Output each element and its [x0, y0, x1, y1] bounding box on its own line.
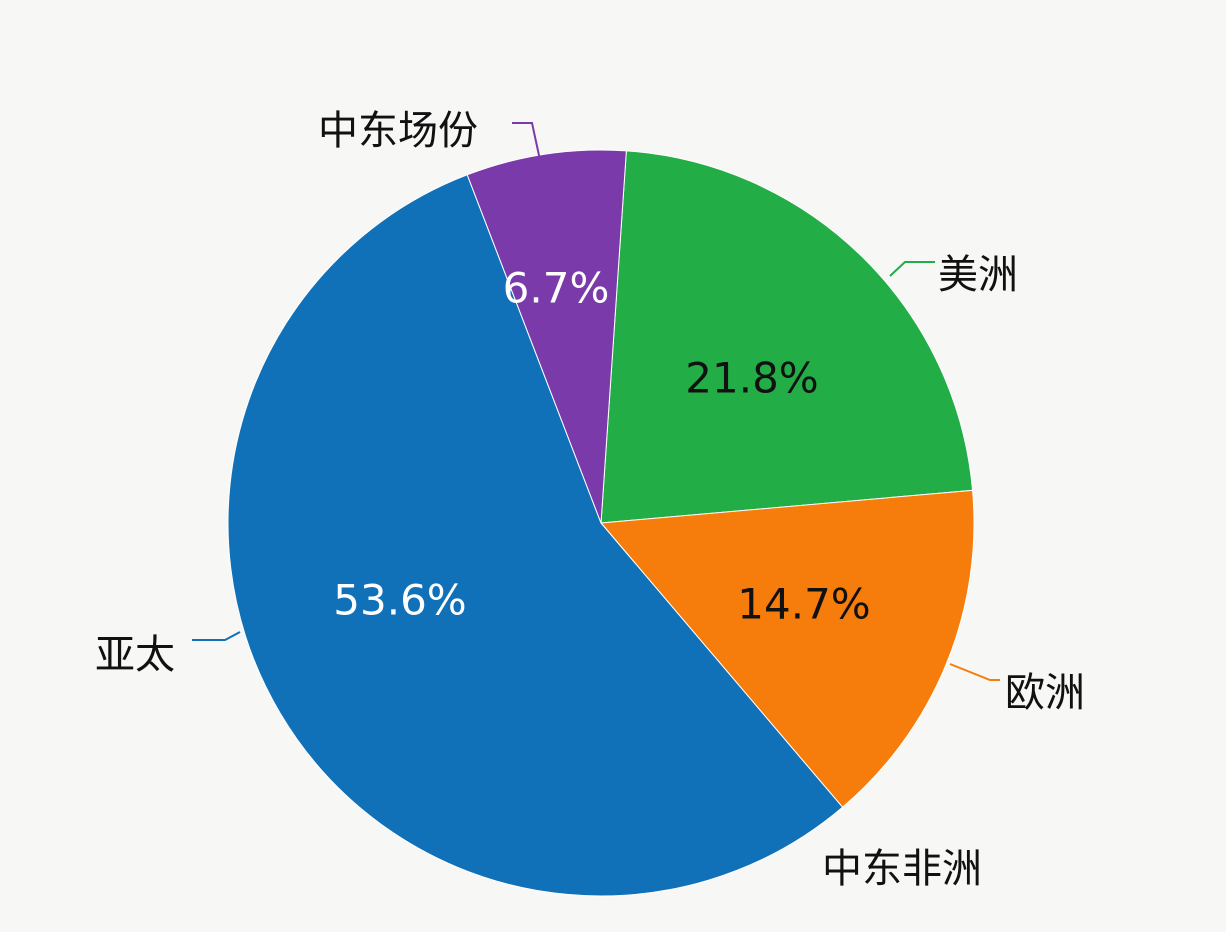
pie-slice-americas: [600, 150, 974, 524]
data-label-europe: 14.7%: [737, 579, 871, 629]
leader-line-middle-east: [512, 122, 541, 161]
category-label-middle-east: 中东场份: [318, 108, 478, 154]
data-label-middle-east: 6.7%: [502, 263, 610, 313]
data-label-americas: 21.8%: [685, 353, 819, 403]
leader-line-americas: [889, 261, 935, 277]
pie-slice-apac: [227, 174, 844, 897]
leader-line-europe: [949, 663, 1000, 681]
category-label-americas: 美洲: [938, 252, 1018, 298]
pie-slice-europe: [599, 489, 975, 808]
leader-line-apac: [192, 631, 241, 641]
pie-slice-middle-east: [466, 149, 627, 524]
category-label-europe: 欧洲: [1005, 670, 1085, 716]
category-label-apac: 亚太: [95, 632, 175, 678]
data-label-apac: 53.6%: [333, 575, 467, 625]
category-label-middle-east-africa: 中东非洲: [822, 846, 982, 892]
